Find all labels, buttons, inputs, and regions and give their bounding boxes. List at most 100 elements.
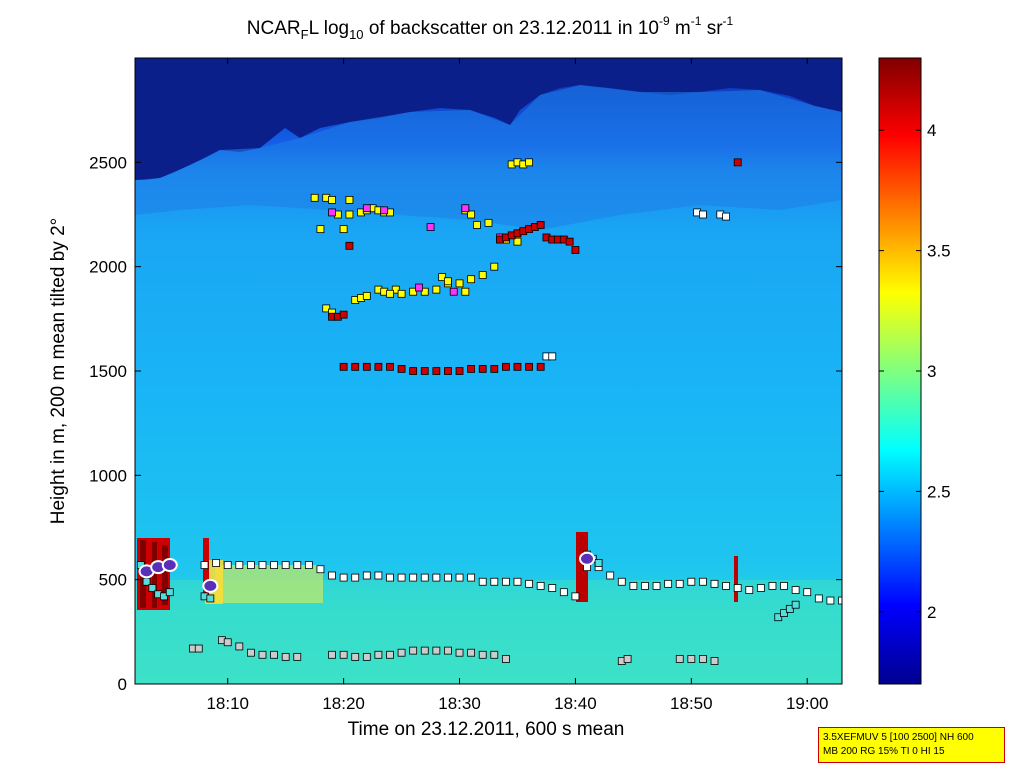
colorbar-tick-label: 2 — [927, 603, 936, 622]
marker-yellow-top — [391, 285, 400, 294]
marker-red-1500 — [525, 362, 533, 371]
marker-cloud-top-white-high — [699, 210, 707, 219]
marker-grey-low — [293, 652, 302, 661]
marker-white-500 — [490, 577, 499, 586]
marker-yellow-top — [322, 304, 331, 313]
marker-white-500 — [420, 573, 429, 582]
marker-yellow-top — [490, 262, 499, 271]
marker-white-500 — [223, 561, 232, 569]
marker-white-500 — [455, 573, 464, 582]
marker-white-500 — [745, 586, 754, 594]
marker-white-500 — [641, 582, 649, 590]
marker-white-500 — [768, 582, 777, 590]
marker-white-500 — [814, 594, 823, 603]
marker-white-500 — [803, 588, 812, 597]
marker-white-500 — [339, 573, 348, 582]
marker-yellow-top — [513, 237, 522, 246]
y-tick-label: 500 — [99, 571, 127, 590]
heatmap-area — [135, 58, 842, 684]
title-text-2: L log — [308, 18, 350, 39]
overlay-circle — [579, 551, 596, 566]
marker-red-1500 — [478, 365, 487, 373]
title-text-4: m — [669, 18, 691, 39]
marker-grey-low — [362, 652, 371, 661]
overlay-circle — [161, 558, 178, 573]
x-tick-label: 18:20 — [322, 694, 365, 713]
marker-red-1500 — [490, 365, 499, 373]
info-line-2: MB 200 RG 15% TI 0 HI 15 — [823, 746, 945, 757]
red-patch-1854 — [734, 556, 738, 602]
x-axis-label: Time on 23.12.2011, 600 s mean — [348, 719, 625, 740]
marker-white-500 — [467, 573, 476, 582]
marker-white-500 — [200, 561, 209, 569]
marker-red-1500 — [339, 362, 348, 371]
marker-white-500 — [362, 571, 371, 580]
x-tick-label: 18:10 — [206, 694, 249, 713]
marker-red-upper — [571, 246, 580, 254]
marker-white-500 — [478, 577, 487, 586]
marker-magenta-top — [449, 287, 458, 296]
marker-grey-low — [687, 655, 696, 663]
marker-grey-low — [328, 650, 336, 659]
overlay-circle — [202, 578, 219, 593]
title-sub-1: F — [300, 27, 309, 42]
marker-red-1500 — [374, 362, 383, 371]
marker-white-500 — [548, 584, 557, 592]
marker-red-1500 — [420, 367, 429, 375]
x-axis: 18:10 18:20 18:30 18:40 18:50 19:00 — [206, 58, 829, 713]
darkred-stripe-3 — [162, 545, 168, 605]
marker-yellow-top — [525, 158, 533, 167]
marker-red-upper — [565, 237, 574, 246]
marker-white-500 — [304, 561, 313, 569]
marker-grey-low — [444, 646, 452, 655]
marker-magenta-top — [380, 206, 389, 215]
marker-white-500 — [501, 577, 510, 586]
marker-grey-low — [194, 644, 203, 653]
colorbar-tick-label: 3 — [927, 362, 936, 381]
marker-white-500 — [374, 571, 383, 580]
info-line-1: 3.5XEFMUV 5 [100 2500] NH 600 — [823, 732, 974, 743]
marker-yellow-top — [467, 210, 476, 219]
marker-yellow-top — [386, 289, 394, 298]
marker-yellow-top — [473, 221, 481, 229]
dark-upper-region — [135, 58, 842, 180]
marker-yellow-top — [438, 273, 447, 282]
marker-grey-low — [247, 648, 255, 657]
marker-white-500 — [525, 579, 533, 588]
y-tick-label: 0 — [118, 675, 127, 694]
marker-yellow-top — [484, 218, 493, 227]
marker-grey-low — [270, 650, 278, 659]
marker-cloud-top-white-high — [722, 212, 730, 221]
marker-yellow-top — [397, 289, 406, 298]
marker-cyan-markers — [165, 588, 174, 597]
colorbar — [878, 57, 922, 685]
marker-grey-low — [623, 655, 632, 663]
marker-yellow-top — [455, 279, 464, 288]
colorbar-tick-label: 3.5 — [927, 242, 951, 261]
y-tick-label: 2000 — [89, 258, 127, 277]
marker-cyan-markers — [148, 584, 157, 592]
marker-red-1500 — [455, 367, 464, 375]
marker-white-500 — [675, 579, 684, 588]
marker-white-500 — [328, 571, 336, 580]
y-axis: 0 500 1000 1500 2000 2500 — [89, 153, 842, 694]
red-patch-1840 — [576, 532, 588, 602]
marker-yellow-top — [444, 277, 452, 286]
marker-red-upper — [345, 241, 354, 250]
marker-white-500 — [652, 582, 661, 590]
marker-grey-low — [351, 652, 360, 661]
marker-white-500 — [212, 559, 221, 567]
marker-yellow-top — [345, 210, 354, 219]
marker-white-500 — [710, 579, 719, 588]
marker-white-500 — [258, 561, 267, 569]
marker-grey-low — [374, 650, 383, 659]
marker-yellow-top — [409, 287, 418, 296]
marker-white-500 — [432, 573, 441, 582]
marker-white-500 — [536, 582, 545, 590]
marker-white-500 — [838, 596, 842, 605]
marker-white-500 — [780, 582, 788, 590]
marker-cyan-markers — [594, 559, 603, 567]
darkred-stripe-2 — [152, 542, 157, 608]
marker-white-500 — [664, 579, 673, 588]
